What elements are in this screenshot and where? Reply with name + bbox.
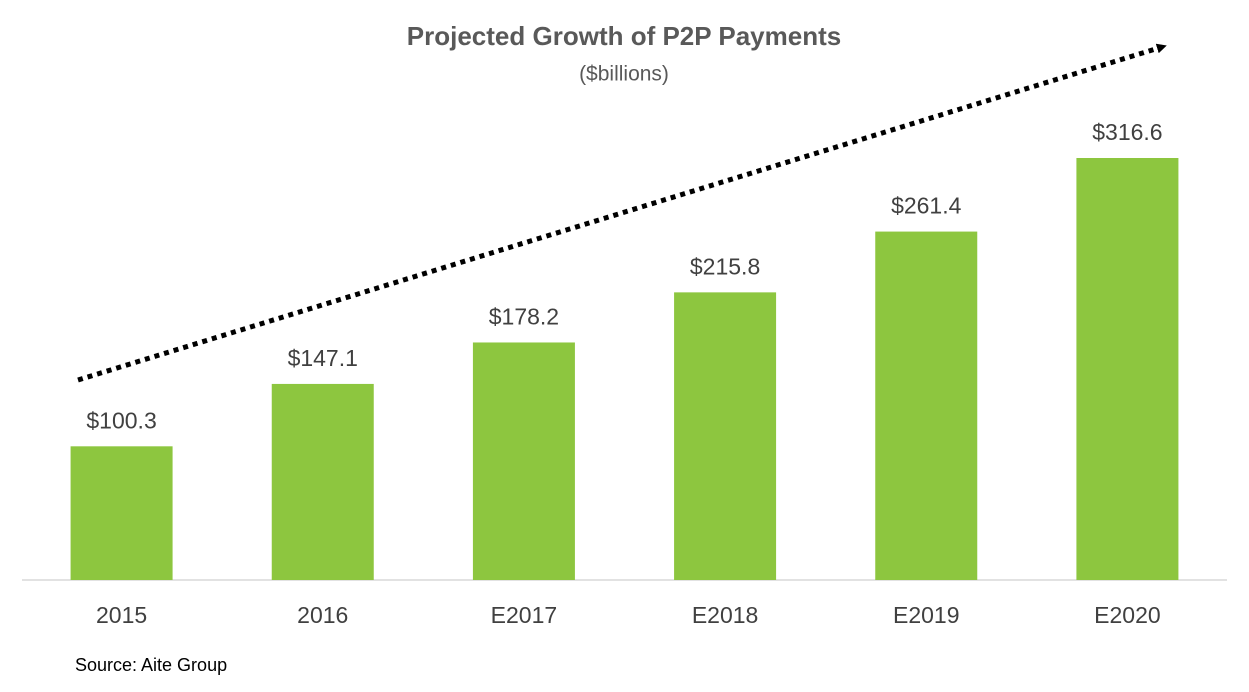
bar: [1076, 158, 1179, 580]
x-tick-label: E2020: [1094, 602, 1161, 628]
bar: [674, 292, 777, 580]
x-tick-label: 2015: [96, 602, 147, 628]
source-note: Source: Aite Group: [75, 655, 227, 675]
value-label: $316.6: [1092, 119, 1162, 145]
chart-title: Projected Growth of P2P Payments: [407, 21, 841, 51]
value-label: $147.1: [288, 345, 358, 371]
value-label: $100.3: [86, 407, 156, 433]
bar: [271, 383, 374, 580]
x-tick-label: 2016: [297, 602, 348, 628]
x-tick-label: E2018: [692, 602, 759, 628]
x-tick-label: E2019: [893, 602, 960, 628]
value-label: $215.8: [690, 253, 760, 279]
value-label: $261.4: [891, 193, 962, 219]
bar: [875, 231, 978, 580]
value-label: $178.2: [489, 304, 559, 330]
trend-arrow: [77, 43, 1167, 383]
bar: [70, 446, 173, 580]
chart-subtitle: ($billions): [579, 63, 669, 86]
bar: [472, 342, 575, 580]
x-tick-label: E2017: [491, 602, 558, 628]
